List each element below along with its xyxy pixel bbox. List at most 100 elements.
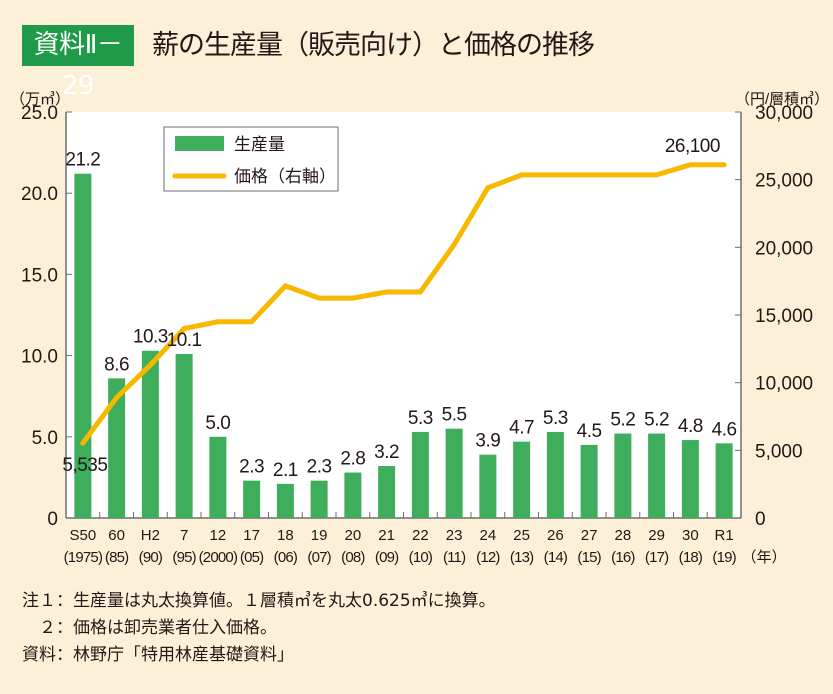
x-tick-sublabel: (95): [172, 549, 196, 566]
left-axis-unit-label: （万㎥）: [10, 91, 70, 108]
x-tick-sublabel: (11): [443, 549, 466, 566]
bar: [108, 378, 126, 518]
x-tick-sublabel: (85): [105, 549, 129, 566]
x-tick-sublabel: (15): [577, 549, 601, 566]
left-axis-tick-label: 15.0: [21, 265, 58, 286]
x-tick-sublabel: (1975): [64, 549, 103, 566]
x-tick-sublabel: (16): [611, 549, 635, 566]
x-tick-sublabel: (08): [341, 549, 365, 566]
left-axis-tick-label: 10.0: [21, 347, 58, 368]
bar-value-label: 21.2: [65, 150, 100, 171]
x-tick-sublabel: (17): [645, 549, 669, 566]
x-tick-label: 18: [277, 527, 294, 544]
x-tick-label: 19: [311, 527, 328, 544]
bar-value-label: 2.3: [307, 457, 332, 478]
x-tick-label: H2: [141, 527, 160, 544]
x-tick-label: 26: [547, 527, 564, 544]
right-axis-unit-label: （円/層積㎥）: [735, 91, 829, 108]
x-tick-label: 27: [581, 527, 598, 544]
price-annotation-start: 5,535: [62, 455, 107, 476]
x-tick-sublabel: (18): [679, 549, 703, 566]
x-tick-label: 23: [446, 527, 463, 544]
right-axis-tick-label: 15,000: [755, 306, 813, 327]
x-tick-label: 25: [513, 527, 530, 544]
bar-value-label: 5.2: [610, 410, 635, 431]
bar: [614, 433, 632, 518]
x-tick-sublabel: (10): [409, 549, 433, 566]
bar: [310, 480, 328, 518]
left-axis-tick-label: 0: [47, 509, 58, 530]
bar: [243, 480, 261, 518]
x-tick-sublabel: (05): [240, 549, 264, 566]
chart-title: 薪の生産量（販売向け）と価格の推移: [152, 30, 595, 61]
x-tick-label: 7: [180, 527, 188, 544]
bar-value-label: 5.3: [408, 408, 433, 429]
bar: [378, 466, 396, 518]
bar-value-label: 4.5: [577, 421, 602, 442]
bar-value-label: 4.6: [712, 419, 737, 440]
x-tick-label: 21: [378, 527, 395, 544]
bar-value-label: 5.0: [205, 413, 230, 434]
x-tick-sublabel: (90): [139, 549, 163, 566]
note-2: ２：価格は卸売業者仕入価格。: [22, 618, 277, 638]
x-tick-label: 17: [243, 527, 260, 544]
bar: [715, 443, 733, 518]
bar-value-label: 5.2: [644, 410, 669, 431]
bar-value-label: 4.8: [678, 416, 703, 437]
bar-value-label: 2.1: [273, 460, 298, 481]
bar-value-label: 3.2: [374, 442, 399, 463]
x-tick-label: 22: [412, 527, 429, 544]
bar-value-label: 5.3: [543, 408, 568, 429]
x-tick-label: 24: [480, 527, 497, 544]
right-axis-tick-label: 0: [755, 509, 766, 530]
notes: 注１：生産量は丸太換算値。１層積㎥を丸太0.625㎥に換算。 ２：価格は卸売業者…: [22, 588, 496, 669]
bar: [479, 454, 497, 518]
x-tick-sublabel: (07): [307, 549, 331, 566]
bar: [141, 350, 159, 518]
right-axis-tick-label: 20,000: [755, 238, 813, 259]
legend-bar-swatch: [175, 136, 224, 151]
price-line: [80, 162, 727, 446]
bar-value-label: 2.8: [340, 449, 365, 470]
note-1: 注１：生産量は丸太換算値。１層積㎥を丸太0.625㎥に換算。: [22, 591, 496, 611]
right-axis-tick-label: 25,000: [755, 171, 813, 192]
x-tick-label: 60: [108, 527, 125, 544]
left-axis-tick-label: 20.0: [21, 184, 58, 205]
bar-value-label: 8.6: [104, 354, 129, 375]
bar: [411, 431, 429, 518]
bar: [513, 441, 531, 518]
bar-value-label: 10.1: [167, 330, 202, 351]
x-tick-sublabel: (13): [510, 549, 534, 566]
bar-value-label: 3.9: [475, 431, 500, 452]
right-axis-tick-label: 10,000: [755, 374, 813, 395]
source-note: 資料：林野庁「特用林産基礎資料」: [22, 645, 294, 665]
legend-label-production: 生産量: [234, 135, 285, 154]
bar: [648, 433, 666, 518]
bar: [681, 440, 699, 518]
x-tick-label: 28: [615, 527, 632, 544]
bar: [580, 444, 598, 518]
left-axis-tick-label: 25.0: [21, 103, 58, 124]
x-tick-sublabel: (12): [476, 549, 500, 566]
legend-label-price: 価格（右軸）: [234, 167, 336, 186]
bar-value-label: 5.5: [442, 405, 467, 426]
figure-number-badge: 資料Ⅱ－29: [22, 25, 134, 101]
x-tick-label: 20: [345, 527, 362, 544]
x-tick-sublabel: (09): [375, 549, 399, 566]
bar-value-label: 2.3: [239, 457, 264, 478]
price-annotation-end: 26,100: [665, 136, 720, 157]
x-tick-sublabel: (14): [544, 549, 568, 566]
x-tick-label: R1: [715, 527, 734, 544]
bar: [344, 472, 362, 518]
bar-value-label: 4.7: [509, 418, 534, 439]
x-tick-sublabel: (19): [712, 549, 736, 566]
left-axis-tick-label: 5.0: [32, 428, 58, 449]
right-axis-tick-label: 5,000: [755, 441, 803, 462]
bar: [175, 353, 193, 518]
x-tick-label: 30: [682, 527, 699, 544]
bar: [74, 173, 92, 518]
x-tick-label: S50: [70, 527, 97, 544]
bar: [546, 431, 564, 518]
right-axis-tick-label: 30,000: [755, 103, 813, 124]
